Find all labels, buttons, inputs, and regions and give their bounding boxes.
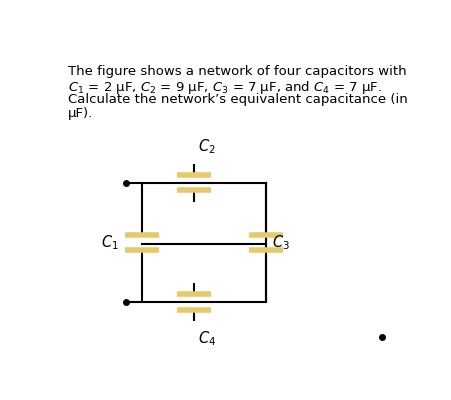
Text: $C_3$: $C_3$ xyxy=(272,233,290,252)
Text: Calculate the network’s equivalent capacitance (in: Calculate the network’s equivalent capac… xyxy=(68,93,408,106)
Text: μF).: μF). xyxy=(68,106,93,120)
Text: The figure shows a network of four capacitors with: The figure shows a network of four capac… xyxy=(68,65,407,78)
Text: $C_1$: $C_1$ xyxy=(101,233,118,252)
Text: $C_4$: $C_4$ xyxy=(198,329,216,348)
Text: $C_2$: $C_2$ xyxy=(198,137,216,156)
Text: $C_1$ = 2 μF, $C_2$ = 9 μF, $C_3$ = 7 μF, and $C_4$ = 7 μF.: $C_1$ = 2 μF, $C_2$ = 9 μF, $C_3$ = 7 μF… xyxy=(68,79,382,96)
